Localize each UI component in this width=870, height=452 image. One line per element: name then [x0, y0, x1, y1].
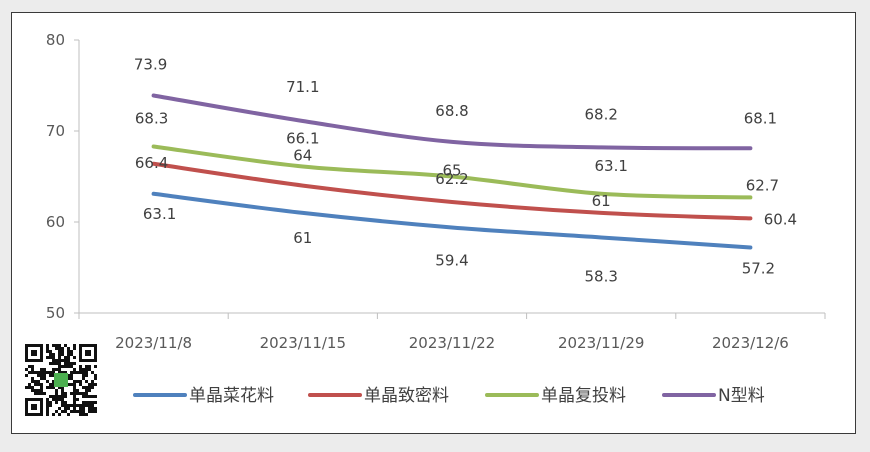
y-tick-label: 50 — [46, 304, 65, 322]
data-label: 62.7 — [746, 176, 779, 194]
data-labels: 63.1 61 59.4 58.3 57.2 66.4 64 62.2 61 60.4 68.3 66… — [134, 56, 797, 286]
data-label: 71.1 — [286, 78, 319, 96]
data-label: 62.2 — [435, 170, 468, 188]
data-label: 57.2 — [742, 259, 775, 277]
data-label: 60.4 — [764, 210, 797, 228]
x-tick-label: 2023/11/8 — [115, 334, 192, 352]
chart-axes — [78, 40, 825, 314]
legend-label: 单晶菜花料 — [189, 386, 274, 406]
data-label: 59.4 — [435, 251, 468, 269]
data-label: 68.3 — [135, 109, 168, 127]
data-label: 66.4 — [135, 154, 168, 172]
data-label: 73.9 — [134, 56, 167, 74]
y-tick-label: 60 — [46, 213, 65, 231]
data-label: 68.1 — [744, 109, 777, 127]
series-lines — [151, 93, 753, 250]
qr-code-icon — [24, 343, 98, 417]
legend-label: N型料 — [718, 386, 765, 406]
data-label: 64 — [293, 147, 312, 165]
legend: 单晶菜花料 单晶致密料 单晶复投料 N型料 — [133, 386, 765, 406]
legend-label: 单晶致密料 — [364, 386, 449, 406]
y-axis-ticks: 50 60 70 80 — [46, 31, 79, 322]
legend-label: 单晶复投料 — [541, 386, 626, 406]
x-tick-label: 2023/11/22 — [409, 334, 495, 352]
data-label: 68.8 — [435, 102, 468, 120]
data-label: 68.2 — [584, 105, 617, 123]
data-label: 61 — [592, 192, 611, 210]
data-label: 58.3 — [584, 267, 617, 285]
data-label: 63.1 — [594, 157, 627, 175]
x-tick-label: 2023/12/6 — [712, 334, 789, 352]
data-label: 66.1 — [286, 129, 319, 147]
x-tick-label: 2023/11/29 — [558, 334, 644, 352]
series-line — [151, 191, 753, 250]
series-line — [151, 144, 753, 200]
data-label: 65 — [442, 162, 461, 180]
x-tick-label: 2023/11/15 — [260, 334, 346, 352]
data-label: 61 — [293, 229, 312, 247]
x-axis-ticks: 2023/11/8 2023/11/15 2023/11/22 2023/11/29 2… — [78, 313, 826, 352]
data-label: 63.1 — [143, 205, 176, 223]
y-tick-label: 70 — [46, 122, 65, 140]
chart-frame — [11, 12, 856, 434]
series-line — [151, 161, 753, 221]
y-tick-label: 80 — [46, 31, 65, 49]
series-line — [151, 93, 753, 151]
